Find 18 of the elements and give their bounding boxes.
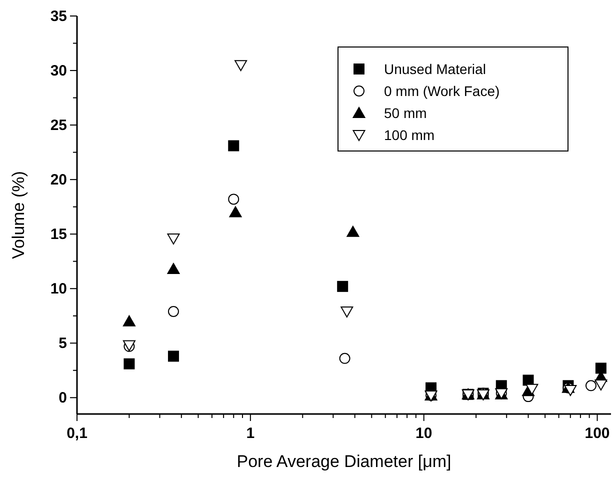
legend-label: Unused Material xyxy=(384,61,486,77)
y-tick-label: 30 xyxy=(50,62,67,80)
y-tick-label: 0 xyxy=(58,390,67,407)
y-tick-label: 25 xyxy=(50,117,67,134)
legend-label: 0 mm (Work Face) xyxy=(384,83,500,99)
legend-label: 50 mm xyxy=(384,105,427,121)
x-tick-label: 1 xyxy=(246,425,255,442)
x-tick-label: 0,1 xyxy=(66,425,88,442)
y-tick-label: 35 xyxy=(50,8,67,25)
x-tick-label: 100 xyxy=(584,425,610,442)
y-tick-label: 5 xyxy=(58,335,67,352)
legend-label: 100 mm xyxy=(384,127,435,143)
y-axis-title: Volume (%) xyxy=(9,171,28,259)
x-axis-title: Pore Average Diameter [μm] xyxy=(236,452,452,471)
y-tick-label: 15 xyxy=(50,226,67,244)
y-tick-label: 10 xyxy=(50,280,67,298)
x-tick-label: 10 xyxy=(416,425,432,442)
y-tick-label: 20 xyxy=(50,172,67,189)
